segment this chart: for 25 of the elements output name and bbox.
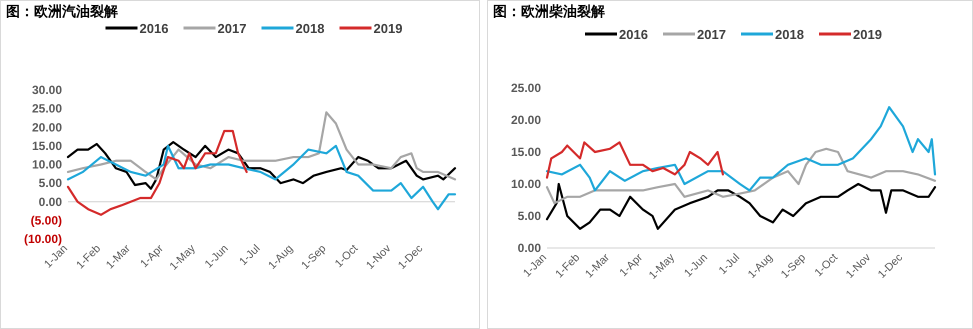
y-tick-label: 30.00 bbox=[32, 83, 62, 97]
legend-label: 2019 bbox=[853, 27, 882, 42]
y-tick-label: 0.00 bbox=[38, 194, 62, 209]
y-tick-label: 15.00 bbox=[510, 145, 542, 159]
legend-label: 2018 bbox=[296, 21, 324, 36]
y-tick-label: 5.00 bbox=[518, 209, 542, 223]
legend-label: 2016 bbox=[140, 21, 168, 36]
legend-label: 2017 bbox=[697, 27, 726, 42]
y-tick-label: 25.00 bbox=[510, 81, 542, 95]
chart-title: 图：欧洲柴油裂解 bbox=[493, 3, 605, 19]
y-tick-label: 5.00 bbox=[38, 176, 62, 190]
legend-label: 2018 bbox=[775, 27, 804, 42]
legend-label: 2016 bbox=[619, 27, 648, 42]
y-tick-label: 15.00 bbox=[32, 138, 62, 153]
y-tick-label: 20.00 bbox=[510, 113, 542, 127]
legend-label: 2017 bbox=[218, 21, 246, 36]
y-tick-label: 20.00 bbox=[32, 120, 62, 134]
y-tick-label: 0.00 bbox=[518, 241, 542, 255]
y-tick-label: 25.00 bbox=[32, 102, 62, 116]
legend-label: 2019 bbox=[374, 21, 402, 36]
y-tick-label: (5.00) bbox=[30, 213, 62, 228]
y-tick-label: (10.00) bbox=[24, 232, 62, 246]
chart-title: 图：欧洲汽油裂解 bbox=[6, 3, 118, 19]
y-tick-label: 10.00 bbox=[32, 158, 62, 172]
y-tick-label: 10.00 bbox=[510, 177, 542, 191]
